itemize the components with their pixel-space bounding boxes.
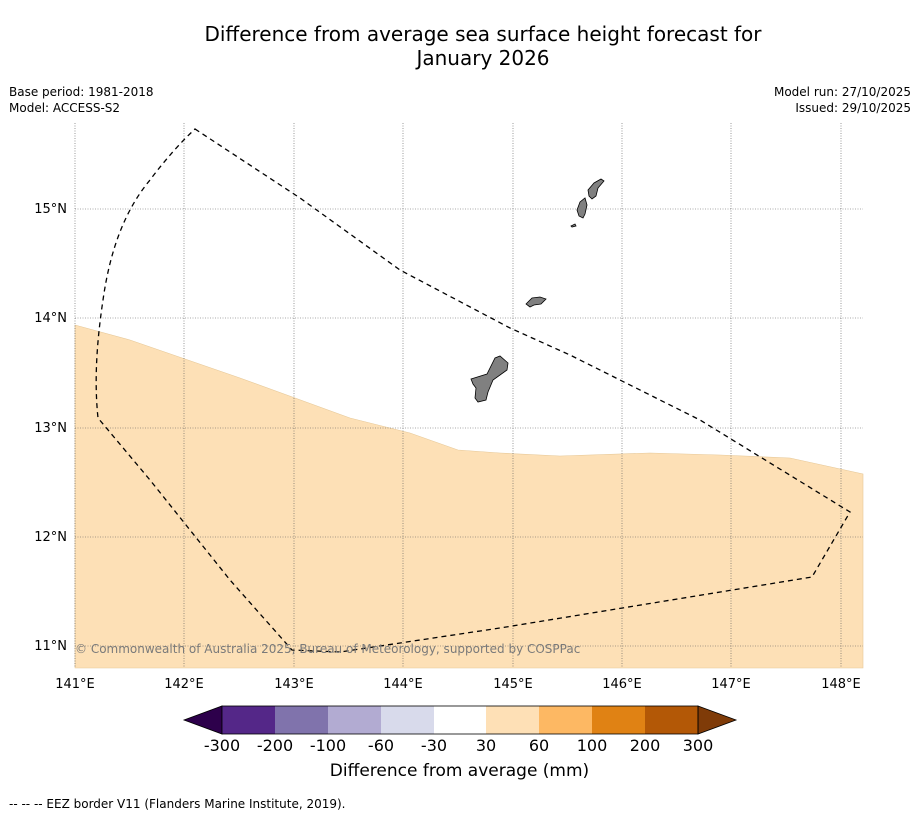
colorbar-segment — [222, 706, 275, 734]
colorbar-tick: -100 — [310, 736, 346, 755]
lat-label: 12°N — [34, 530, 67, 545]
colorbar-ticks: -300 -200 -100 -60 -30 30 60 100 200 300 — [204, 736, 713, 755]
colorbar-segment — [328, 706, 381, 734]
meta-left: Base period: 1981-2018 Model: ACCESS-S2 — [9, 84, 154, 116]
colorbar-tick: 200 — [630, 736, 661, 755]
rota-island — [525, 296, 547, 308]
lat-label: 11°N — [34, 639, 67, 654]
model-name: Model: ACCESS-S2 — [9, 101, 121, 115]
colorbar-segment — [592, 706, 645, 734]
colorbar-tick: -30 — [421, 736, 447, 755]
gridlines — [74, 123, 863, 668]
eez-border — [95, 128, 851, 653]
colorbar-tick: 100 — [577, 736, 608, 755]
lat-label: 14°N — [34, 311, 67, 326]
lon-label: 148°E — [821, 677, 861, 692]
colorbar-tick: 30 — [476, 736, 496, 755]
map-title: Difference from average sea surface heig… — [0, 22, 919, 70]
colorbar-segment — [645, 706, 698, 734]
colorbar-extend-low — [182, 705, 223, 735]
saipan-island — [587, 178, 605, 200]
base-period: Base period: 1981-2018 — [9, 85, 154, 99]
colorbar-tick: -200 — [257, 736, 293, 755]
lat-label: 13°N — [34, 421, 67, 436]
lon-label: 145°E — [493, 677, 533, 692]
lon-label: 143°E — [274, 677, 314, 692]
colorbar-tick: -300 — [204, 736, 240, 755]
lat-label: 15°N — [34, 202, 67, 217]
colorbar-tick: 60 — [529, 736, 549, 755]
title-line-2: January 2026 — [416, 46, 550, 70]
colorbar-tick: -60 — [368, 736, 394, 755]
colorbar-segment — [434, 706, 486, 734]
tinian-island — [576, 197, 588, 219]
model-run: Model run: 27/10/2025 — [773, 85, 911, 99]
lon-label: 142°E — [164, 677, 204, 692]
anomaly-fill-30-60 — [74, 324, 864, 669]
colorbar-segment — [486, 706, 539, 734]
colorbar-segment — [381, 706, 434, 734]
guam-island — [470, 355, 509, 403]
meta-right: Model run: 27/10/2025 Issued: 29/10/2025 — [774, 84, 911, 116]
copyright-text: © Commonwealth of Australia 2025, Bureau… — [75, 642, 580, 656]
latitude-labels: 15°N 14°N 13°N 12°N 11°N — [34, 202, 67, 654]
colorbar-label: Difference from average (mm) — [329, 761, 590, 781]
lon-label: 141°E — [55, 677, 95, 692]
aguijan-island — [570, 223, 577, 228]
colorbar-outline — [221, 705, 699, 735]
title-line-1: Difference from average sea surface heig… — [204, 22, 762, 46]
colorbar: -300 -200 -100 -60 -30 30 60 100 200 300 — [182, 705, 738, 755]
longitude-labels: 141°E 142°E 143°E 144°E 145°E 146°E 147°… — [55, 677, 861, 692]
colorbar-extend-high — [697, 705, 738, 735]
lon-label: 146°E — [602, 677, 642, 692]
lon-label: 144°E — [383, 677, 423, 692]
lon-label: 147°E — [711, 677, 751, 692]
colorbar-segment — [275, 706, 328, 734]
issued-date: Issued: 29/10/2025 — [795, 101, 911, 115]
colorbar-tick: 300 — [683, 736, 714, 755]
eez-footnote: -- -- -- EEZ border V11 (Flanders Marine… — [9, 797, 346, 811]
colorbar-segment — [539, 706, 592, 734]
